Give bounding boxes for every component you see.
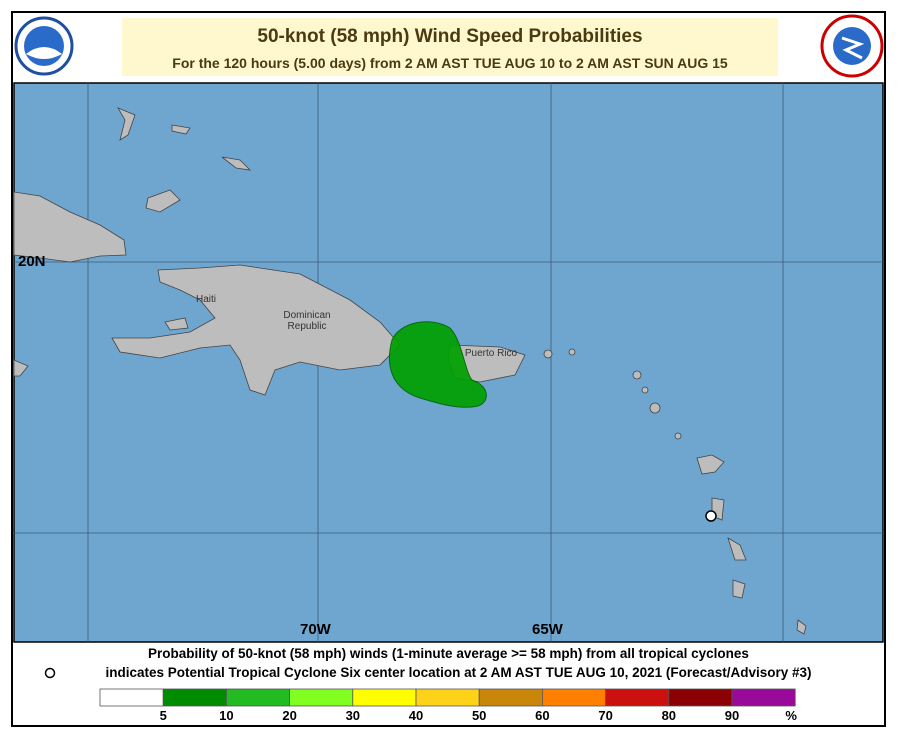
grid-label: 20N <box>18 253 46 270</box>
footer-line: Probability of 50-knot (58 mph) winds (1… <box>148 646 749 661</box>
legend-tick-label: 70 <box>598 708 613 723</box>
storm-center <box>705 510 717 522</box>
legend-bin <box>99 688 164 707</box>
legend-tick-label: 60 <box>535 708 550 723</box>
title-highlight <box>122 18 778 76</box>
footer-line: indicates Potential Tropical Cyclone Six… <box>105 665 812 680</box>
probability-area <box>388 321 487 408</box>
place-label: Dominican Republic <box>283 310 331 332</box>
legend-bin <box>289 688 354 707</box>
noaa-logo <box>14 16 74 76</box>
grid-label: 70W <box>300 621 331 638</box>
legend-tick-label: 80 <box>661 708 677 723</box>
legend-bin <box>225 688 290 707</box>
nws-logo <box>820 14 884 78</box>
legend-tick-label: 50 <box>471 708 487 723</box>
legend-bin <box>162 688 227 707</box>
title: 50-knot (58 mph) Wind Speed Probabilitie… <box>257 26 643 47</box>
legend-bin <box>731 688 796 707</box>
legend-tick-label: 90 <box>724 708 740 723</box>
legend-tick-label: 30 <box>345 708 361 723</box>
legend-bin <box>668 688 733 707</box>
legend-tick-label: % <box>785 708 797 723</box>
place-label: Haiti <box>195 294 216 305</box>
legend-tick-label: 10 <box>219 708 234 723</box>
legend-bin <box>415 688 480 707</box>
legend-tick-label: 20 <box>282 708 297 723</box>
legend-bin <box>478 688 543 707</box>
subtitle: For the 120 hours (5.00 days) from 2 AM … <box>172 55 728 71</box>
legend-bin <box>352 688 417 707</box>
legend-bin <box>542 688 607 707</box>
legend-marker <box>44 667 56 679</box>
legend-bin <box>605 688 670 707</box>
grid-label: 65W <box>532 621 563 638</box>
legend-tick-label: 40 <box>408 708 424 723</box>
legend <box>99 688 796 707</box>
place-label: Puerto Rico <box>464 348 518 359</box>
legend-tick-label: 5 <box>159 708 167 723</box>
